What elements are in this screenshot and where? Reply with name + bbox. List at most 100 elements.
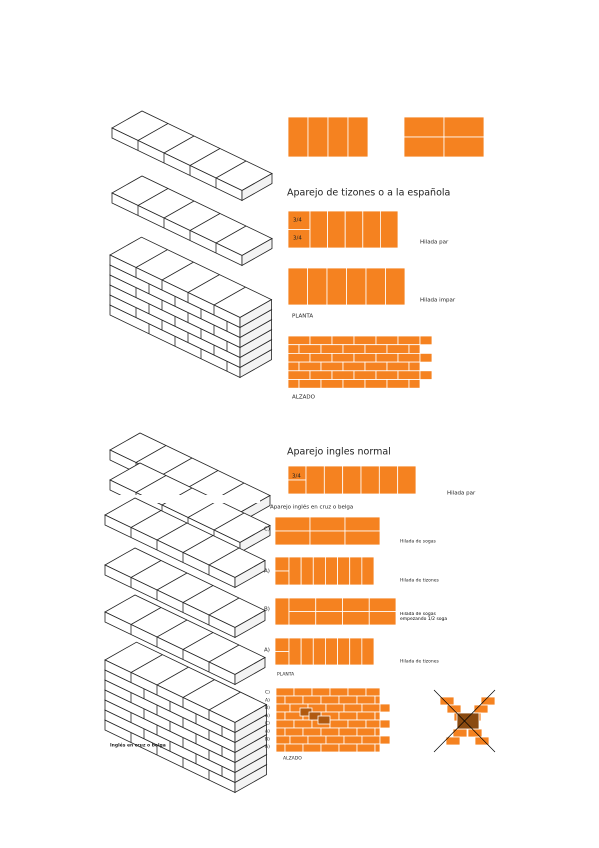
brick [443, 136, 485, 158]
brick [353, 370, 377, 380]
brick [480, 696, 496, 706]
brick [325, 637, 338, 666]
joint [135, 249, 168, 268]
brick [320, 695, 340, 705]
brick [287, 370, 311, 380]
brick [320, 727, 340, 737]
joint [213, 512, 245, 531]
elevation-label: ALZADO [292, 395, 316, 401]
brick [274, 516, 311, 532]
brick-end [234, 609, 266, 639]
brick [326, 267, 347, 306]
brick [331, 370, 355, 380]
brick [315, 597, 343, 612]
row-label: Hilada de tizones [400, 659, 439, 665]
joint [137, 123, 169, 141]
brick [329, 687, 349, 697]
brick [344, 516, 381, 532]
brick-end [241, 237, 273, 267]
brick-end [234, 656, 266, 686]
brick [275, 703, 291, 713]
joint [189, 213, 221, 231]
row-label: Hilada de tizones [400, 578, 439, 584]
brick [379, 210, 399, 249]
brick [374, 695, 381, 705]
brick [288, 556, 302, 586]
brick [275, 743, 286, 753]
brick-end [234, 559, 266, 589]
row-letter: A) [265, 713, 270, 719]
brick [356, 743, 376, 753]
brick [287, 344, 300, 354]
brick [343, 735, 363, 745]
brick [375, 370, 399, 380]
brick [397, 352, 421, 363]
brick [368, 597, 397, 612]
brick [275, 687, 295, 697]
brick [315, 611, 343, 626]
brick [386, 361, 410, 372]
brick [356, 727, 376, 737]
row-letter: A) [265, 744, 270, 750]
brick [419, 335, 433, 346]
illustrations [100, 110, 500, 794]
brick [293, 719, 313, 729]
row-label: Hilada par [420, 240, 449, 246]
brick-end [239, 298, 272, 329]
brick [338, 695, 358, 705]
brick [419, 370, 433, 380]
brick [342, 465, 362, 495]
brick [284, 727, 304, 737]
brick [365, 719, 381, 729]
brick [327, 210, 346, 249]
brick [307, 735, 327, 745]
brick [343, 703, 363, 713]
brick [337, 637, 351, 666]
joint [156, 522, 188, 541]
brick [274, 530, 311, 546]
brick [311, 687, 331, 697]
brick [365, 687, 381, 697]
brick [386, 344, 410, 354]
joint [182, 585, 214, 603]
brick [298, 361, 322, 372]
section-title: Aparejo inglés en cruz o belga [270, 504, 353, 511]
brick [275, 695, 286, 705]
box-label: 3/4 [293, 236, 302, 242]
brick [338, 727, 358, 737]
brick [302, 727, 322, 737]
brick [356, 711, 376, 721]
brick [309, 210, 329, 249]
brick [361, 556, 375, 586]
box-label: 3/4 [293, 218, 302, 224]
brick [349, 556, 363, 586]
brick [309, 352, 333, 363]
brick [347, 116, 369, 158]
brick [356, 695, 376, 705]
brick [317, 715, 331, 725]
brick [312, 637, 326, 666]
joint [161, 261, 194, 281]
joint [130, 510, 162, 528]
brick [364, 379, 388, 389]
brick [365, 267, 386, 306]
row-letter: B) [264, 607, 270, 613]
row-letter: B) [265, 705, 270, 711]
row-letter: B) [265, 736, 270, 742]
brick [331, 335, 355, 346]
brick [408, 361, 421, 372]
row-letter: A) [264, 569, 270, 575]
brick-end [241, 172, 273, 202]
brick [408, 344, 421, 354]
brick [338, 711, 358, 721]
brick [342, 379, 366, 389]
brick [374, 727, 381, 737]
overlay [240, 495, 500, 503]
brick [364, 344, 388, 354]
elevation-letters: C)A)B)A)C)A)B)A) [265, 690, 270, 751]
brick [474, 736, 490, 746]
section-title: Aparejo de tizones o a la española [287, 188, 450, 199]
brick [443, 116, 485, 138]
brick [293, 687, 313, 697]
